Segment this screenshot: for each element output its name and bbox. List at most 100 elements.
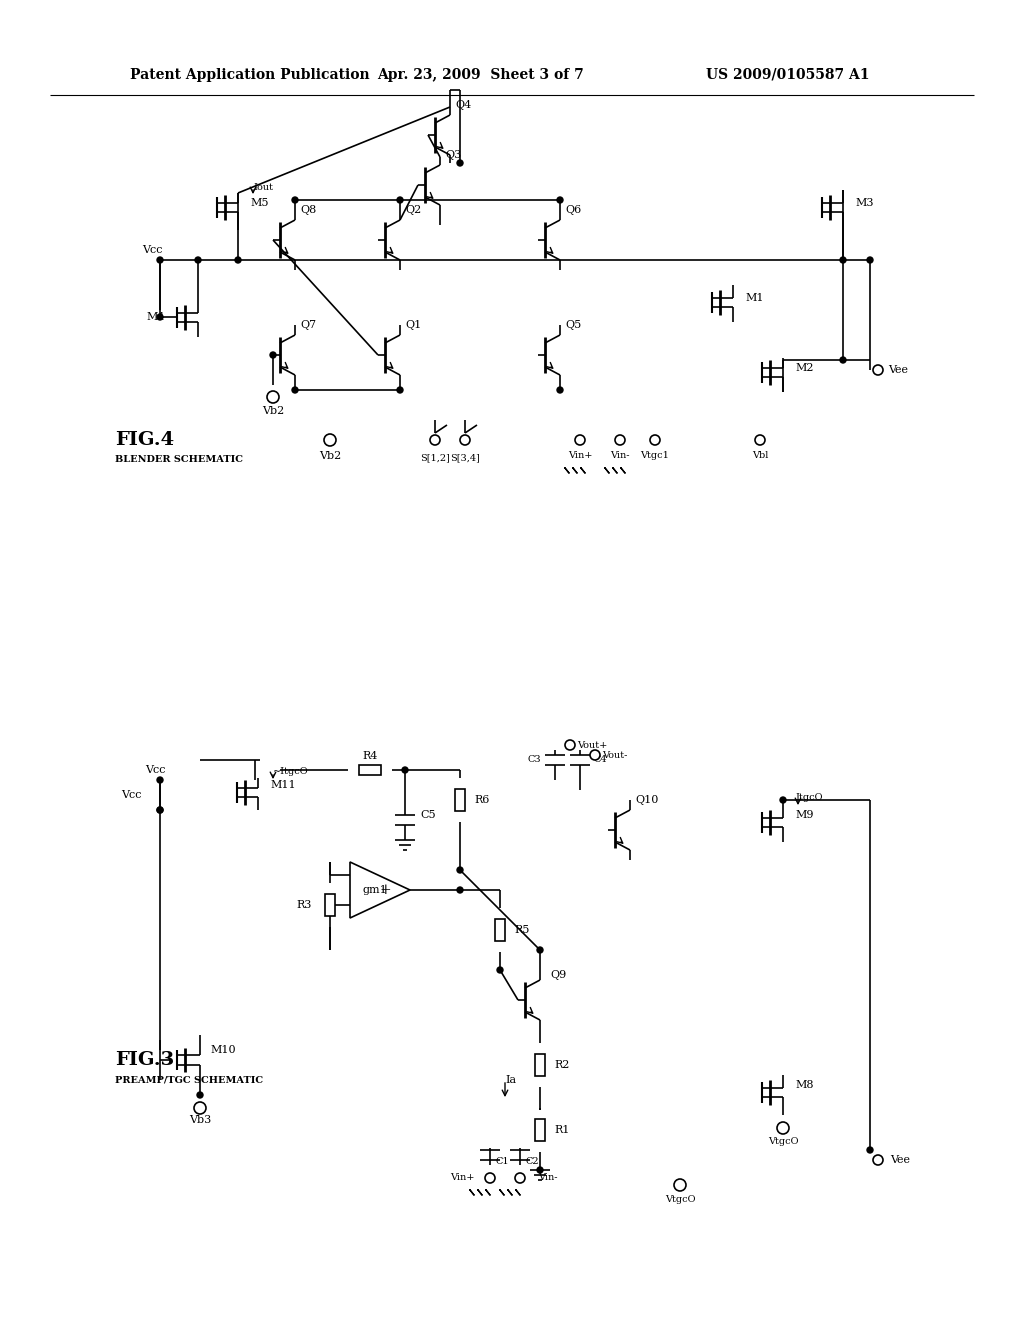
Circle shape — [873, 366, 883, 375]
Circle shape — [515, 1173, 525, 1183]
Circle shape — [397, 197, 403, 203]
Circle shape — [497, 968, 503, 973]
Text: C4: C4 — [594, 755, 607, 764]
Text: Q8: Q8 — [300, 205, 316, 215]
Text: S[3,4]: S[3,4] — [451, 454, 480, 462]
Bar — [535, 1053, 545, 1076]
Circle shape — [867, 1147, 873, 1152]
Text: R2: R2 — [554, 1060, 569, 1071]
Text: M4: M4 — [146, 312, 165, 322]
Text: Patent Application Publication: Patent Application Publication — [130, 69, 370, 82]
Circle shape — [457, 160, 463, 166]
Circle shape — [485, 1173, 495, 1183]
Circle shape — [650, 436, 660, 445]
Text: Apr. 23, 2009  Sheet 3 of 7: Apr. 23, 2009 Sheet 3 of 7 — [377, 69, 584, 82]
Text: ItgcO: ItgcO — [795, 793, 822, 803]
Circle shape — [195, 257, 201, 263]
Circle shape — [292, 197, 298, 203]
Circle shape — [557, 387, 563, 393]
Text: M2: M2 — [795, 363, 813, 374]
Text: Q3: Q3 — [445, 150, 461, 160]
Text: Vin-: Vin- — [538, 1173, 557, 1183]
Circle shape — [157, 257, 163, 263]
Text: M10: M10 — [210, 1045, 236, 1055]
Circle shape — [457, 867, 463, 873]
Polygon shape — [350, 862, 410, 917]
Text: Vtgc1: Vtgc1 — [641, 450, 670, 459]
Text: S[1,2]: S[1,2] — [420, 454, 450, 462]
Text: gm1: gm1 — [362, 884, 387, 895]
Text: C5: C5 — [420, 810, 435, 820]
Text: Q10: Q10 — [635, 795, 658, 805]
Text: US 2009/0105587 A1: US 2009/0105587 A1 — [707, 69, 870, 82]
Text: Q5: Q5 — [565, 319, 582, 330]
Circle shape — [267, 391, 279, 403]
Text: M8: M8 — [795, 1080, 813, 1090]
Text: R3: R3 — [297, 900, 312, 909]
Circle shape — [234, 257, 241, 263]
Circle shape — [840, 356, 846, 363]
Circle shape — [194, 1102, 206, 1114]
Bar — [455, 789, 465, 810]
Text: Vout-: Vout- — [602, 751, 628, 759]
Text: Vb3: Vb3 — [188, 1115, 211, 1125]
Text: Vin+: Vin+ — [451, 1173, 475, 1183]
Circle shape — [460, 436, 470, 445]
Text: Vcc: Vcc — [122, 789, 142, 800]
Circle shape — [402, 767, 408, 774]
Text: M3: M3 — [855, 198, 873, 209]
Bar — [359, 766, 381, 775]
Circle shape — [197, 1092, 203, 1098]
Circle shape — [537, 1167, 543, 1173]
Text: FIG.3: FIG.3 — [115, 1051, 174, 1069]
Text: Vee: Vee — [890, 1155, 910, 1166]
Text: Vcc: Vcc — [144, 766, 165, 775]
Text: R6: R6 — [474, 795, 489, 805]
Text: Vin+: Vin+ — [567, 450, 592, 459]
Text: FIG.4: FIG.4 — [115, 432, 174, 449]
Text: Vcc: Vcc — [141, 246, 162, 255]
Bar — [325, 894, 335, 916]
Circle shape — [840, 257, 846, 263]
Text: ~ItgcO: ~ItgcO — [273, 767, 308, 776]
Text: M9: M9 — [795, 810, 813, 820]
Text: M5: M5 — [250, 198, 268, 209]
Circle shape — [565, 741, 575, 750]
Text: PREAMP/TGC SCHEMATIC: PREAMP/TGC SCHEMATIC — [115, 1076, 263, 1085]
Text: BLENDER SCHEMATIC: BLENDER SCHEMATIC — [115, 455, 243, 465]
Circle shape — [777, 1122, 790, 1134]
Text: Q1: Q1 — [406, 319, 421, 330]
Text: Q7: Q7 — [300, 319, 316, 330]
Text: Vee: Vee — [888, 366, 908, 375]
Text: Vb2: Vb2 — [318, 451, 341, 461]
Text: VtgcO: VtgcO — [665, 1196, 695, 1204]
Circle shape — [292, 387, 298, 393]
Circle shape — [557, 197, 563, 203]
Circle shape — [590, 750, 600, 760]
Circle shape — [397, 387, 403, 393]
Circle shape — [270, 352, 276, 358]
Circle shape — [867, 257, 873, 263]
Text: Iout: Iout — [253, 182, 273, 191]
Text: C2: C2 — [525, 1158, 539, 1167]
Text: C3: C3 — [527, 755, 541, 764]
Text: C1: C1 — [495, 1158, 509, 1167]
Text: Vb2: Vb2 — [262, 407, 284, 416]
Circle shape — [537, 946, 543, 953]
Text: VtgcO: VtgcO — [768, 1138, 799, 1147]
Circle shape — [755, 436, 765, 445]
Circle shape — [674, 1179, 686, 1191]
Circle shape — [430, 436, 440, 445]
Text: R5: R5 — [514, 925, 529, 935]
Text: Vbl: Vbl — [752, 450, 768, 459]
Circle shape — [780, 797, 786, 803]
Circle shape — [157, 807, 163, 813]
Circle shape — [873, 1155, 883, 1166]
Text: Q4: Q4 — [455, 100, 471, 110]
Bar — [535, 1119, 545, 1140]
Text: M11: M11 — [270, 780, 296, 789]
Circle shape — [457, 887, 463, 894]
Text: R1: R1 — [554, 1125, 569, 1135]
Text: Q9: Q9 — [550, 970, 566, 979]
Circle shape — [157, 807, 163, 813]
